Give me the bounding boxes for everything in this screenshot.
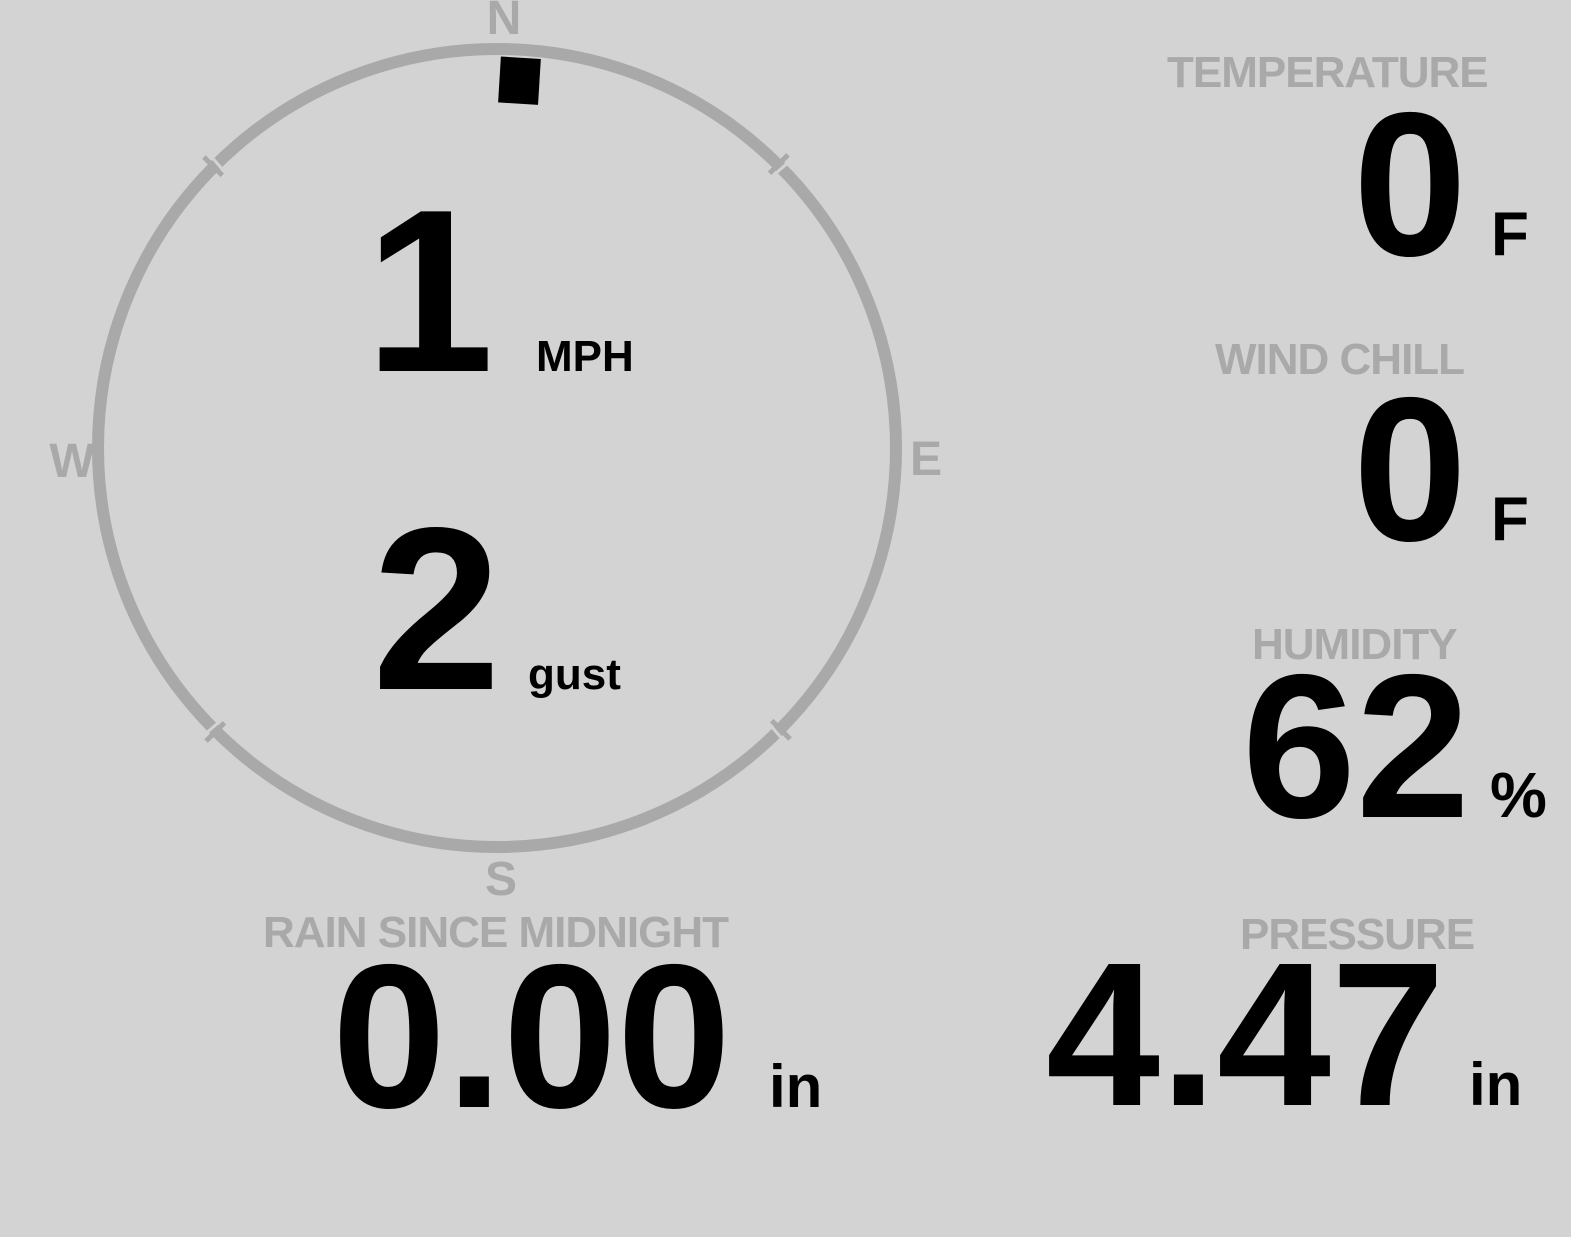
pressure-label: PRESSURE	[1240, 910, 1475, 959]
humidity-label: HUMIDITY	[1252, 620, 1458, 669]
temperature-unit: F	[1491, 200, 1529, 269]
wind-gust-unit: gust	[528, 650, 621, 699]
temperature-value: 0	[1353, 70, 1468, 299]
wind-speed-unit: MPH	[536, 332, 634, 381]
humidity-reading: 62 %	[1242, 644, 1547, 849]
humidity-value: 62	[1242, 632, 1471, 861]
pressure-reading: 4.47 in	[1046, 932, 1522, 1137]
compass-label-south: S	[484, 853, 517, 906]
humidity-unit: %	[1490, 759, 1547, 831]
pressure-value: 4.47	[1046, 920, 1445, 1149]
rain-since-midnight-unit: in	[769, 1053, 823, 1120]
rain-since-midnight-value: 0.00	[332, 922, 731, 1151]
wind-chill-value: 0	[1353, 355, 1468, 584]
wind-speed-reading: 1 MPH	[365, 176, 634, 408]
wind-chill-unit: F	[1491, 485, 1529, 554]
temperature-label: TEMPERATURE	[1167, 48, 1489, 97]
wind-chill-reading: 0 F	[1353, 367, 1529, 572]
compass-label-east: E	[909, 433, 942, 486]
compass-label-north: N	[486, 0, 522, 45]
pressure-unit: in	[1469, 1051, 1523, 1118]
wind-chill-label: WIND CHILL	[1215, 335, 1465, 384]
temperature-reading: 0 F	[1353, 82, 1529, 287]
compass-label-west: W	[49, 435, 95, 488]
rain-since-midnight-reading: 0.00 in	[332, 934, 822, 1139]
wind-gust-value: 2	[372, 480, 502, 739]
rain-since-midnight-label: RAIN SINCE MIDNIGHT	[263, 908, 729, 957]
wind-speed-value: 1	[365, 162, 495, 421]
wind-gust-reading: 2 gust	[372, 494, 621, 726]
